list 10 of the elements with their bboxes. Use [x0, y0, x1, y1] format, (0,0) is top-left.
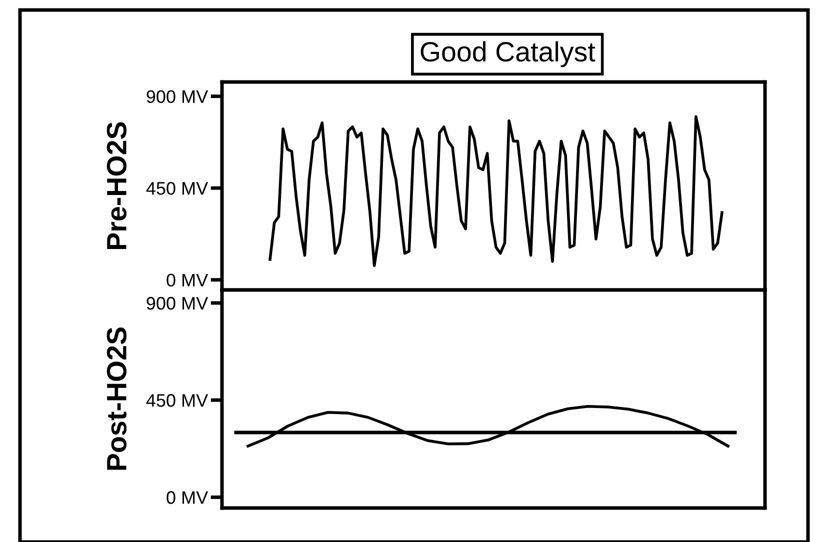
- y-tick-label: 450 MV: [146, 394, 208, 407]
- y-axis-title: Pre-HO2S: [106, 122, 127, 249]
- y-tick-label: 900 MV: [146, 296, 208, 310]
- y-tick-label: 900 MV: [146, 90, 208, 103]
- chart-title: Good Catalyst: [420, 41, 596, 68]
- y-axis-title: Post-HO2S: [106, 328, 127, 470]
- y-tick-label: 0 MV: [166, 274, 208, 287]
- y-tick-label: 450 MV: [146, 182, 208, 195]
- line-series: [268, 115, 724, 267]
- y-tick-label: 0 MV: [166, 491, 208, 504]
